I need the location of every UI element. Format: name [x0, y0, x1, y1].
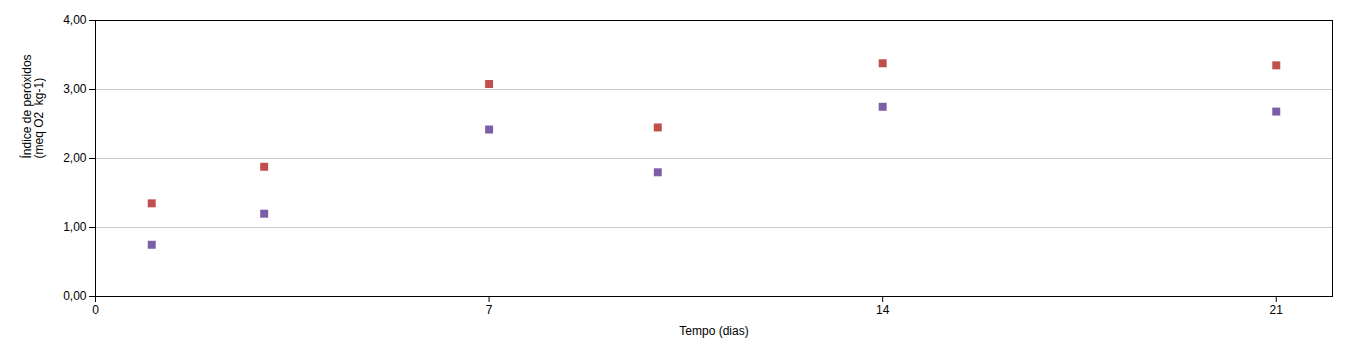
svg-text:1,00: 1,00: [63, 220, 87, 234]
svg-text:Tempo (dias): Tempo (dias): [679, 324, 748, 338]
svg-text:Índice de peróxidos(meq O2 kg: Índice de peróxidos(meq O2 kg-1): [19, 54, 46, 158]
svg-text:3,00: 3,00: [63, 82, 87, 96]
svg-text:0: 0: [92, 303, 99, 317]
svg-text:0,00: 0,00: [63, 289, 87, 303]
svg-text:2,00: 2,00: [63, 151, 87, 165]
svg-text:21: 21: [1270, 303, 1284, 317]
svg-text:14: 14: [876, 303, 890, 317]
svg-text:4,00: 4,00: [63, 13, 87, 27]
svg-text:7: 7: [486, 303, 493, 317]
